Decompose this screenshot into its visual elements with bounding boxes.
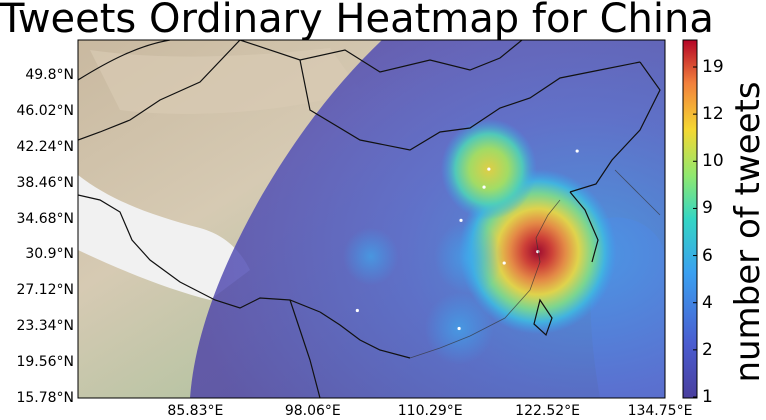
border-korea bbox=[569, 191, 599, 263]
longitude-tick-label: 134.75°E bbox=[627, 403, 693, 419]
tweet-point bbox=[355, 308, 359, 313]
border-mongolia-north bbox=[239, 40, 523, 73]
latitude-tick-label: 19.56°N bbox=[16, 354, 74, 371]
colorbar-tick-label: 6 bbox=[702, 245, 713, 266]
longitude-tick-label: 98.06°E bbox=[284, 403, 341, 419]
latitude-tick-label: 46.02°N bbox=[16, 102, 74, 119]
latitude-tick-label: 27.12°N bbox=[16, 282, 74, 299]
country-borders bbox=[78, 40, 661, 398]
longitude-tick-label: 110.29°E bbox=[397, 403, 463, 419]
tweet-point bbox=[575, 149, 579, 153]
tweet-point bbox=[487, 167, 491, 171]
latitude-tick-label: 49.8°N bbox=[25, 67, 74, 84]
border-myanmar bbox=[289, 299, 321, 398]
latitude-tick-label: 15.78°N bbox=[16, 390, 74, 406]
heat-hotspot bbox=[343, 227, 399, 286]
tweet-point-layer bbox=[355, 149, 579, 331]
colorbar-tick-label: 12 bbox=[702, 104, 724, 125]
colorbar-label: number of tweets bbox=[728, 81, 766, 383]
longitude-tick-label: 122.52°E bbox=[515, 403, 581, 419]
colorbar-ticks bbox=[693, 66, 697, 398]
latitude-tick-label: 42.24°N bbox=[16, 138, 74, 155]
map-frame bbox=[77, 39, 666, 399]
border-kazakhstan bbox=[78, 40, 171, 81]
tweet-point bbox=[457, 326, 461, 331]
map-area bbox=[78, 40, 665, 398]
colorbar-tick-label: 10 bbox=[702, 151, 724, 172]
colorbar-bar bbox=[682, 39, 698, 399]
latitude-tick-label: 34.68°N bbox=[16, 210, 74, 227]
tweet-point bbox=[482, 185, 486, 189]
colorbar-tick-label: 19 bbox=[702, 57, 724, 77]
tweet-point bbox=[502, 261, 506, 265]
colorbar-tick-label: 4 bbox=[702, 292, 713, 313]
longitude-tick-label: 85.83°E bbox=[167, 403, 224, 419]
latitude-tick-label: 23.34°N bbox=[16, 318, 74, 335]
northern-desert bbox=[90, 48, 360, 114]
border-taiwan bbox=[533, 298, 553, 337]
tweet-point bbox=[459, 218, 463, 222]
colorbar-tick-label: 1 bbox=[702, 387, 713, 407]
border-himalaya bbox=[78, 194, 321, 313]
latitude-tick-label: 38.46°N bbox=[16, 174, 74, 191]
border-mongolia-south bbox=[299, 59, 641, 151]
coastline bbox=[409, 169, 661, 359]
colorbar-tick-label: 9 bbox=[702, 198, 713, 219]
heat-hotspot bbox=[434, 221, 504, 294]
latitude-tick-label: 30.9°N bbox=[25, 246, 74, 263]
colorbar-tick-label: 2 bbox=[702, 339, 713, 360]
coastline-japan bbox=[614, 169, 661, 216]
coastline-china bbox=[409, 199, 561, 359]
border-laos-vietnam bbox=[319, 311, 411, 359]
tibetan-plateau-snow bbox=[78, 175, 250, 300]
border-central-asia bbox=[78, 40, 241, 141]
map-title: Tweets Ordinary Heatmap for China bbox=[0, 0, 714, 42]
border-northeast bbox=[569, 61, 661, 193]
